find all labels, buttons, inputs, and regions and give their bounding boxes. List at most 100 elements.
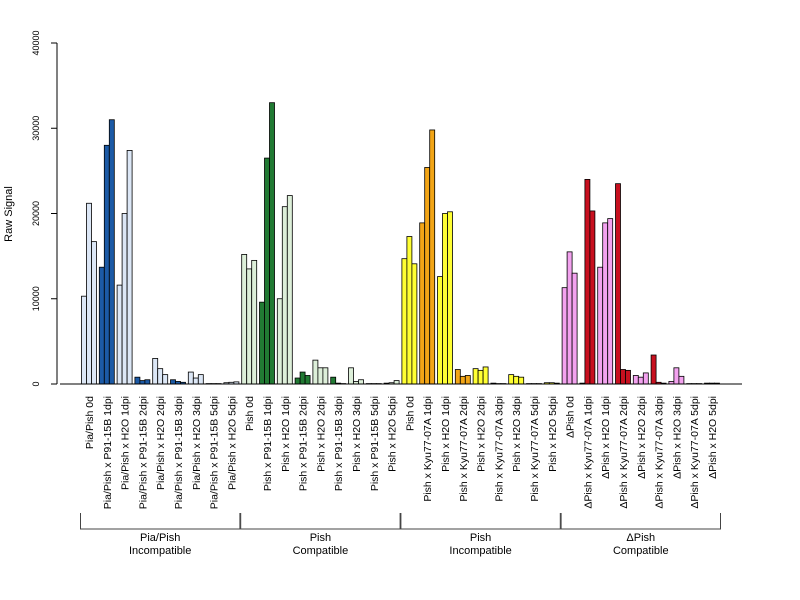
bar-cluster — [632, 372, 649, 385]
bar — [246, 268, 253, 385]
bar — [406, 236, 413, 385]
x-tick-label: Pish x H2O 5dpi — [387, 396, 399, 472]
group-label-line1: Pish — [470, 532, 491, 544]
bar — [620, 369, 626, 385]
bar — [98, 266, 105, 385]
bar — [429, 129, 436, 385]
category-labels: Pia/Pish 0d Pia/Pish x P91-15B 1dpi Pia/Pi… — [84, 396, 719, 509]
group-label-line1: ΔPish — [626, 532, 655, 544]
bar — [597, 266, 604, 385]
y-tick-label: 20000 — [31, 201, 41, 226]
x-tick-label: Pish x H2O 3dpi — [511, 396, 523, 472]
bar — [642, 372, 649, 385]
group-label-line2: Compatible — [293, 545, 349, 557]
bar — [294, 377, 301, 385]
x-tick-label: Pish x H2O 1dpi — [280, 396, 292, 472]
bar-cluster — [579, 178, 596, 385]
bar-cluster — [561, 251, 578, 385]
group-label-line2: Incompatible — [449, 545, 511, 557]
bar — [513, 375, 520, 385]
x-tick-label: Pish x Kyu77-07A 2dpi — [458, 396, 470, 502]
x-tick-label: ΔPish x H2O 3dpi — [671, 396, 683, 479]
bar — [139, 380, 146, 385]
x-tick-label: ΔPish x Kyu77-07A 5dpi — [689, 396, 701, 509]
bar-cluster — [597, 218, 614, 385]
bar — [157, 368, 164, 385]
y-tick-label: 10000 — [31, 286, 41, 311]
bar-cluster — [668, 367, 685, 385]
bar-cluster — [259, 102, 275, 385]
group-bracket — [240, 513, 401, 530]
group-label-line1: Pish — [310, 532, 331, 544]
bar — [312, 359, 319, 385]
x-tick-label: Pia/Pish x H2O 2dpi — [155, 396, 167, 490]
bar — [121, 213, 128, 385]
x-tick-label: Pia/Pish x P91-15B 5dpi — [209, 396, 221, 509]
bar — [330, 376, 337, 385]
bar — [454, 369, 461, 385]
bar-cluster — [187, 371, 204, 385]
x-tick-label: ΔPish x H2O 5dpi — [707, 396, 719, 479]
bar — [447, 211, 453, 385]
bar-cluster — [312, 359, 329, 385]
bar — [437, 276, 443, 385]
group-label-line1: Pia/Pish — [140, 532, 180, 544]
bar — [615, 183, 621, 385]
x-tick-label: Pish x H2O 5dpi — [547, 396, 559, 472]
y-tick-label: 0 — [31, 381, 41, 386]
x-tick-label: Pish 0d — [244, 396, 256, 431]
bar — [187, 371, 194, 385]
bar-cluster — [615, 183, 631, 385]
x-tick-label: Pish 0d — [404, 396, 416, 431]
x-tick-label: Pish x H2O 1dpi — [440, 396, 452, 472]
y-tick-label: 30000 — [31, 116, 41, 141]
bar — [322, 367, 329, 385]
bar-cluster — [294, 371, 311, 385]
bar — [678, 375, 685, 385]
bar — [358, 379, 364, 385]
bar — [632, 375, 639, 385]
bar — [625, 369, 631, 385]
bar-cluster — [170, 379, 186, 385]
bar-cluster — [276, 195, 293, 385]
bar — [103, 144, 110, 385]
bar — [170, 379, 176, 385]
bar — [281, 206, 288, 385]
bar-cluster — [348, 367, 364, 385]
bar-cluster — [152, 358, 169, 385]
bar — [419, 222, 426, 385]
x-tick-label: ΔPish x Kyu77-07A 1dpi — [582, 396, 594, 509]
group-label-line2: Compatible — [613, 545, 669, 557]
x-tick-label: Pia/Pish x P91-15B 3dpi — [173, 396, 185, 509]
x-tick-label: Pia/Pish x P91-15B 2dpi — [137, 396, 149, 509]
y-axis: 0 10000 20000 30000 40000 — [31, 30, 58, 387]
bar — [86, 202, 92, 385]
x-tick-label: ΔPish x Kyu77-07A 2dpi — [618, 396, 630, 509]
bar — [81, 295, 87, 385]
x-tick-label: Pish x Kyu77-07A 3dpi — [493, 396, 505, 502]
bar-cluster — [437, 211, 453, 385]
x-tick-label: Pish x H2O 2dpi — [476, 396, 488, 472]
bar — [91, 241, 97, 385]
x-tick-label: Pia/Pish 0d — [84, 396, 96, 449]
group-bracket — [400, 513, 561, 530]
bar-cluster — [383, 380, 400, 385]
bar — [424, 167, 431, 385]
bar — [561, 287, 568, 385]
group-bracket — [80, 513, 241, 530]
bar-cluster — [98, 119, 115, 385]
group-label-line2: Incompatible — [129, 545, 191, 557]
x-tick-label: Pia/Pish x P91-15B 1dpi — [102, 396, 114, 509]
bar — [317, 367, 324, 385]
bar — [442, 213, 448, 385]
bar-cluster — [508, 374, 525, 385]
x-tick-label: Pish x Kyu77-07A 5dpi — [529, 396, 541, 502]
bars — [81, 102, 720, 385]
bar-cluster — [116, 150, 133, 385]
bar-cluster — [330, 376, 347, 385]
bar-cluster — [401, 236, 418, 385]
bar — [197, 374, 204, 385]
group-bracket — [560, 513, 721, 530]
group-brackets: Pia/PishIncompatiblePishCompatiblePishIn… — [80, 513, 721, 557]
